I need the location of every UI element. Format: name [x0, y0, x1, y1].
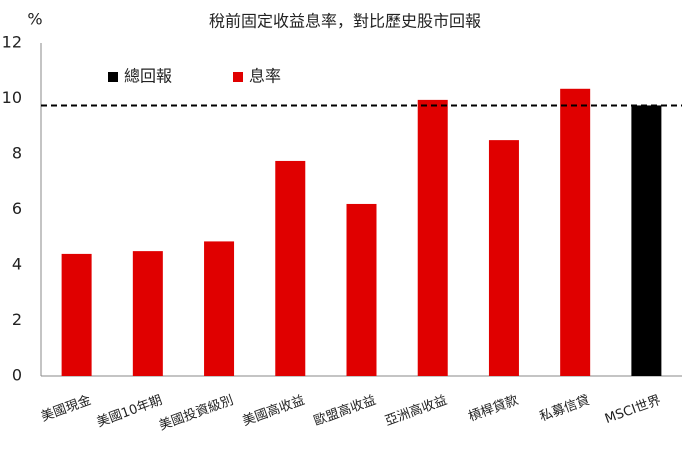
- bar: [132, 251, 163, 376]
- x-tick-label: 歐盟高收益: [311, 392, 378, 429]
- y-tick-label: 4: [12, 255, 22, 274]
- legend-swatch: [233, 72, 243, 82]
- bar: [204, 241, 235, 376]
- bar: [61, 253, 92, 376]
- bar: [560, 88, 591, 376]
- x-tick-label: 槓桿貸款: [466, 392, 520, 425]
- y-tick-label: 10: [2, 88, 22, 107]
- y-tick-label: 0: [12, 366, 22, 385]
- y-tick-label: 12: [2, 33, 22, 52]
- y-tick-label: 6: [12, 199, 22, 218]
- legend-swatch: [108, 72, 118, 82]
- x-tick-label: 美國現金: [39, 392, 93, 425]
- bar: [417, 99, 448, 376]
- x-tick-label: 亞洲高收益: [383, 392, 450, 429]
- bar: [346, 203, 377, 376]
- x-tick-label: 美國10年期: [95, 393, 165, 431]
- x-tick-label: 美國高收益: [240, 392, 307, 429]
- x-tick-label: 美國投資級別: [157, 392, 236, 434]
- bar: [488, 140, 519, 376]
- bar: [275, 160, 306, 376]
- y-tick-label: 8: [12, 144, 22, 163]
- legend-label: 息率: [249, 67, 281, 86]
- bar: [631, 105, 662, 376]
- x-tick-label: 私募信貸: [537, 392, 591, 425]
- chart-title: 稅前固定收益息率，對比歷史股市回報: [209, 12, 481, 31]
- y-tick-label: 2: [12, 310, 22, 329]
- x-tick-label: MSCI世界: [603, 393, 663, 427]
- legend-label: 總回報: [124, 67, 172, 86]
- y-unit: %: [27, 10, 42, 29]
